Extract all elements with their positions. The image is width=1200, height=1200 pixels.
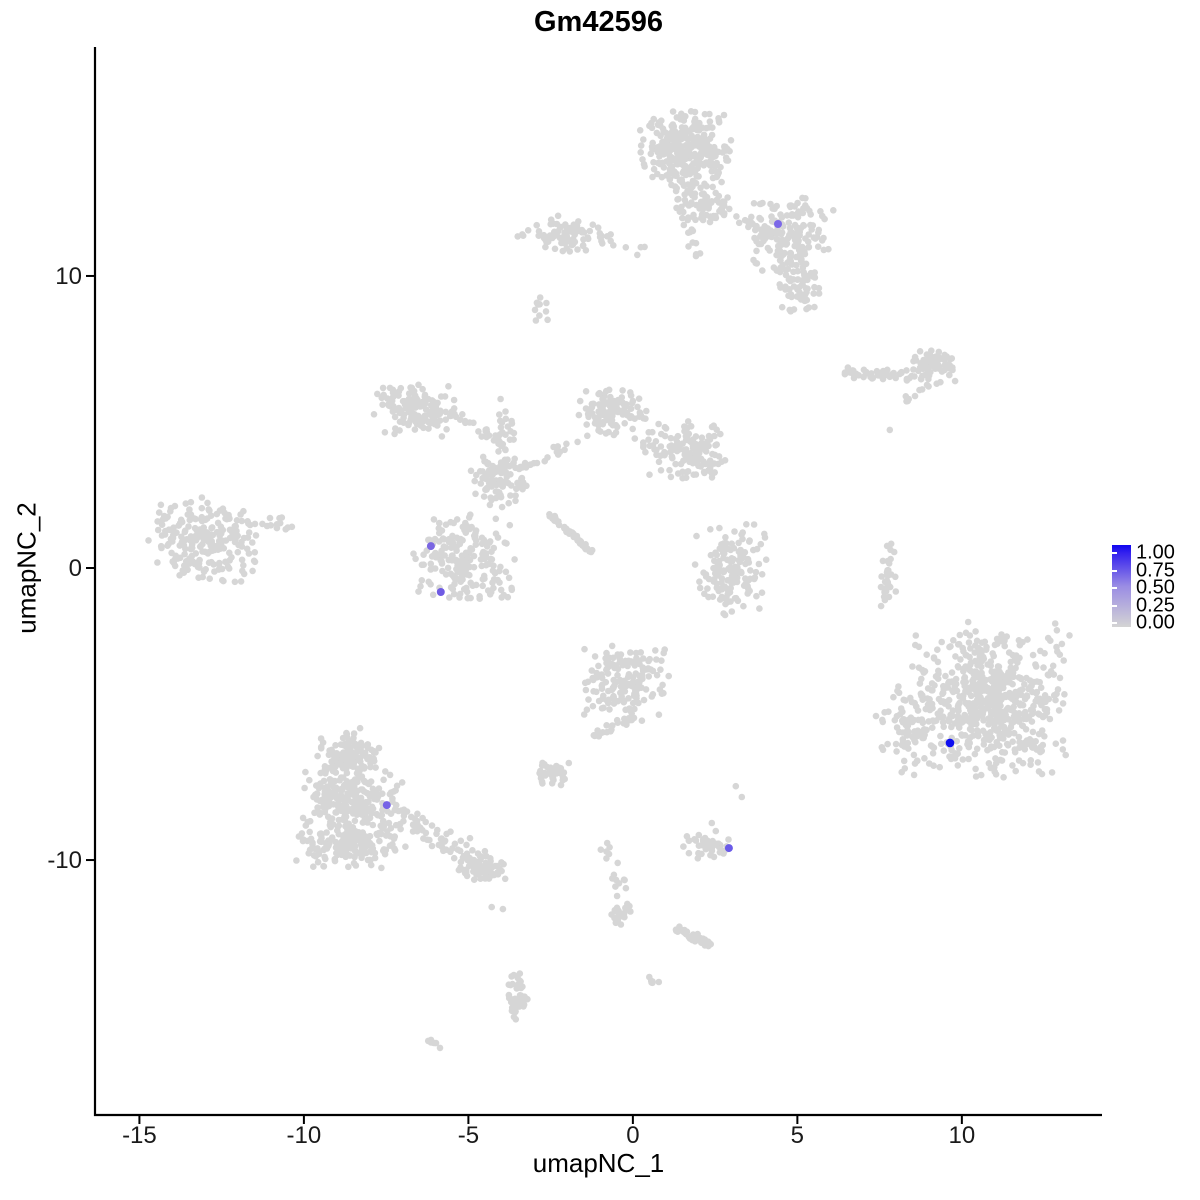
legend-gradient-bar — [1112, 545, 1131, 627]
legend-tick — [1112, 604, 1117, 607]
x-tick-label: 0 — [626, 1122, 640, 1149]
expressing-cell-point — [382, 801, 391, 810]
expressing-cell-point — [436, 588, 445, 596]
legend-label: 0.50 — [1136, 576, 1175, 599]
y-tick-label: -10 — [47, 847, 82, 875]
legend-label: 0.75 — [1136, 559, 1175, 581]
x-tick-label: 10 — [948, 1122, 976, 1149]
legend-tick — [1112, 569, 1117, 572]
y-axis-label: umapNC_2 — [11, 502, 42, 634]
axis-lines — [93, 47, 1102, 1117]
legend-tick — [1112, 622, 1117, 624]
y-tick-label: 10 — [55, 262, 82, 290]
legend-label: 0.00 — [1136, 611, 1175, 634]
x-tick-label: -5 — [457, 1122, 480, 1149]
page-title: Gm42596 — [534, 6, 663, 38]
legend-tick — [1112, 587, 1117, 589]
expressing-cell-point — [426, 542, 435, 551]
x-tick-label: -10 — [286, 1122, 322, 1149]
expressing-cell-point — [724, 844, 733, 853]
legend-tick — [1112, 552, 1117, 554]
x-tick-label: 5 — [790, 1122, 805, 1149]
x-axis-label: umapNC_1 — [532, 1148, 665, 1178]
expressing-cell-point — [774, 220, 782, 228]
expressing-cell-point — [945, 738, 955, 748]
legend-label: 1.00 — [1136, 541, 1175, 564]
x-tick-label: -15 — [122, 1122, 157, 1149]
y-tick-label: 0 — [68, 555, 82, 582]
legend-label: 0.25 — [1136, 594, 1175, 616]
